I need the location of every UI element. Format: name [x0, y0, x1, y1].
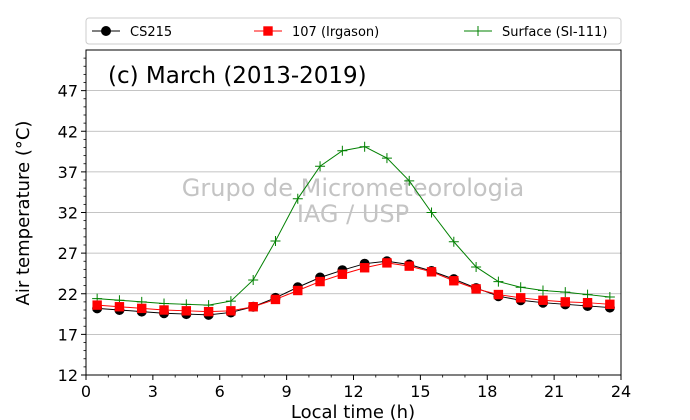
data-point — [381, 153, 392, 164]
data-point — [359, 263, 370, 273]
x-tick-label: 0 — [81, 382, 91, 401]
x-tick-label: 12 — [343, 382, 363, 401]
chart-title: (c) March (2013-2019) — [108, 63, 367, 89]
data-point — [181, 306, 192, 316]
x-tick-label: 6 — [215, 382, 225, 401]
y-tick-label: 42 — [58, 122, 78, 141]
data-point — [605, 299, 615, 310]
y-tick-label: 37 — [58, 163, 78, 182]
data-point — [248, 274, 259, 285]
data-point — [114, 302, 125, 312]
data-point — [315, 161, 326, 172]
x-tick-label: 18 — [477, 382, 497, 401]
data-point — [560, 287, 571, 298]
data-point — [270, 294, 281, 305]
data-point — [493, 289, 504, 300]
x-axis: 0 3 6 9 12 15 18 21 24 — [81, 375, 631, 401]
y-axis-label: Air temperature (°C) — [13, 121, 34, 306]
data-point — [203, 306, 214, 317]
data-point — [426, 267, 437, 277]
y-tick-label: 12 — [58, 366, 78, 385]
legend-marker — [101, 26, 111, 36]
data-point — [92, 300, 102, 310]
data-point — [292, 193, 303, 204]
watermark: Grupo de Micrometeorologia IAG / USP — [182, 174, 524, 228]
data-point — [248, 302, 258, 312]
legend-marker — [263, 26, 273, 36]
y-tick-label: 27 — [58, 244, 78, 263]
legend: CS215 107 (Irgason) Surface (SI-111) — [85, 17, 622, 45]
data-point — [293, 285, 303, 296]
data-point — [359, 141, 370, 152]
series-layer — [92, 141, 615, 320]
legend-label: Surface (SI-111) — [502, 25, 607, 40]
data-point — [315, 276, 325, 287]
data-point — [493, 276, 504, 287]
data-point — [537, 285, 548, 296]
data-point — [226, 306, 236, 316]
legend-marker — [473, 26, 483, 36]
x-tick-label: 21 — [544, 382, 564, 401]
data-point — [449, 276, 459, 286]
data-point — [270, 235, 281, 246]
x-tick-label: 24 — [611, 382, 631, 401]
y-tick-label: 47 — [58, 82, 78, 101]
data-point — [225, 296, 236, 307]
legend-label: 107 (Irgason) — [292, 25, 379, 40]
data-point — [582, 297, 593, 308]
data-point — [137, 303, 147, 314]
grid — [86, 90, 621, 335]
series-1 — [92, 258, 615, 317]
data-point — [471, 261, 482, 272]
data-point — [337, 269, 348, 279]
data-point — [337, 145, 348, 156]
data-point — [582, 289, 593, 300]
data-point — [515, 293, 526, 303]
y-tick-label: 22 — [58, 285, 78, 304]
data-point — [404, 261, 414, 271]
data-point — [404, 175, 415, 186]
data-point — [426, 207, 437, 218]
x-axis-label: Local time (h) — [291, 402, 415, 420]
data-point — [560, 297, 570, 307]
y-tick-label: 17 — [58, 325, 78, 344]
watermark-line-2: IAG / USP — [297, 200, 409, 228]
data-point — [448, 236, 459, 247]
x-tick-label: 3 — [148, 382, 158, 401]
data-point — [515, 282, 526, 293]
data-point — [159, 305, 169, 315]
data-point — [538, 295, 548, 305]
data-point — [382, 258, 392, 268]
data-point — [471, 284, 481, 294]
legend-label: CS215 — [130, 25, 172, 40]
x-tick-label: 15 — [410, 382, 430, 401]
y-tick-label: 32 — [58, 204, 78, 223]
y-axis: 12 17 22 27 32 37 42 47 — [58, 57, 86, 385]
watermark-line-1: Grupo de Micrometeorologia — [182, 174, 524, 202]
legend-box — [85, 17, 622, 45]
x-tick-label: 9 — [282, 382, 292, 401]
